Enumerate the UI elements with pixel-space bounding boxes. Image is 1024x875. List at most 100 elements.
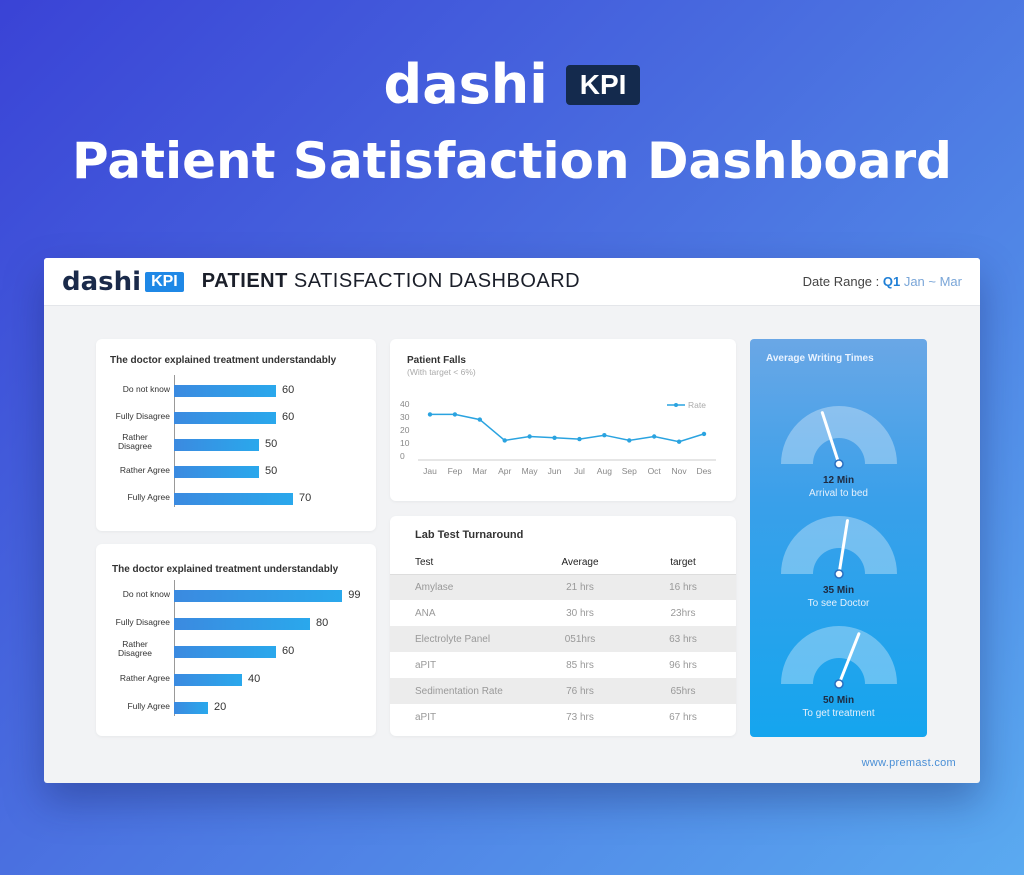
bar-panel-2-title: The doctor explained treatment understan…	[112, 564, 339, 575]
data-point	[651, 434, 657, 439]
y-tick-label: 10	[400, 438, 410, 448]
lab-header-target: target	[630, 552, 736, 575]
y-tick-label: 40	[400, 399, 410, 409]
y-tick-label: 20	[400, 425, 410, 435]
series-line-rate	[430, 413, 705, 443]
lab-cell-average: 30 hrs	[566, 607, 594, 619]
bar	[174, 439, 259, 451]
bar-value-label: 60	[282, 411, 295, 423]
bar-label: Fully Disagree	[115, 617, 170, 627]
data-point	[552, 435, 557, 440]
bar	[174, 385, 276, 397]
dashboard-logo-word: dashi	[62, 266, 142, 297]
dashboard-header: dashi KPI PATIENT SATISFACTION DASHBOARD…	[44, 258, 980, 306]
footer-url[interactable]: www.premast.com	[861, 757, 956, 769]
table-row: aPIT 73 hrs 67 hrs	[390, 704, 736, 730]
gauge-label: To get treatment	[802, 708, 875, 719]
lab-cell-average: 73 hrs	[566, 711, 594, 723]
table-row: ANA 30 hrs 23hrs	[390, 600, 736, 626]
data-point	[602, 433, 607, 438]
gauge-arc	[781, 626, 897, 684]
x-tick-label: Jun	[548, 466, 562, 476]
x-tick-label: Fep	[448, 466, 463, 476]
lab-cell-target: 67 hrs	[669, 711, 697, 723]
lab-cell-test: Amylase	[390, 574, 530, 600]
date-range[interactable]: Date Range : Q1 Jan ~ Mar	[803, 274, 962, 289]
gauge-hub	[834, 569, 844, 579]
bar	[174, 674, 242, 686]
bar-label: Fully Agree	[127, 492, 170, 502]
date-range-label: Date Range :	[802, 274, 883, 289]
data-point	[676, 439, 682, 444]
date-range-months: Jan ~ Mar	[900, 274, 962, 289]
gauge-1	[781, 406, 897, 469]
data-point	[477, 417, 483, 422]
bar	[174, 412, 276, 424]
table-row: Amylase 21 hrs 16 hrs	[390, 574, 736, 600]
x-tick-label: Jau	[423, 466, 437, 476]
lab-cell-target: 23hrs	[670, 607, 696, 619]
lab-header-average: Average	[530, 552, 630, 575]
bar-label: Rather Agree	[119, 465, 170, 475]
bar-value-label: 20	[214, 701, 227, 713]
gauge-arc	[781, 406, 897, 464]
hero-title: Patient Satisfaction Dashboard	[72, 132, 952, 190]
x-tick-label: Sep	[622, 466, 637, 476]
x-tick-label: Apr	[498, 466, 511, 476]
x-tick-label: Jul	[574, 466, 585, 476]
gauge-label: To see Doctor	[807, 598, 870, 609]
dashboard-logo: dashi KPI	[62, 267, 184, 297]
lab-cell-test: Electrolyte Panel	[390, 626, 530, 652]
data-point	[452, 412, 458, 417]
bar-panel-1: The doctor explained treatment understan…	[96, 339, 376, 531]
gauge-2	[781, 516, 897, 579]
bar-label: Rather Disagree	[117, 639, 153, 659]
data-point	[627, 438, 632, 443]
y-tick-label: 0	[400, 451, 405, 461]
lab-panel: Lab Test Turnaround Test Average target …	[390, 516, 736, 736]
patient-falls-subtitle: (With target < 6%)	[407, 367, 476, 377]
gauge-value: 35 Min	[822, 585, 855, 596]
bar	[174, 493, 293, 505]
date-range-quarter: Q1	[882, 274, 901, 289]
bar-value-label: 50	[265, 465, 278, 477]
bar-value-label: 99	[348, 589, 361, 601]
y-tick-label: 30	[400, 412, 410, 422]
lab-header-test: Test	[390, 552, 530, 575]
dashboard-title-bold: PATIENT	[201, 270, 288, 292]
dashboard-card: dashi KPI PATIENT SATISFACTION DASHBOARD…	[44, 258, 980, 783]
bar	[174, 590, 343, 602]
bar-label: Do not know	[122, 384, 170, 394]
legend-marker	[674, 403, 678, 407]
table-row: Sedimentation Rate 76 hrs 65hrs	[390, 678, 736, 704]
bar	[174, 618, 310, 630]
dashboard-title: PATIENT SATISFACTION DASHBOARD	[202, 270, 580, 293]
lab-cell-test: ANA	[415, 607, 436, 619]
data-point	[502, 438, 507, 443]
bar-panel-1-title: The doctor explained treatment understan…	[110, 355, 337, 366]
bar-label: Fully Agree	[127, 701, 170, 711]
patient-falls-panel: Patient Falls (With target < 6%) 0 10 20 30…	[390, 339, 736, 501]
dashboard-logo-badge: KPI	[145, 271, 184, 292]
x-tick-label: Nov	[672, 466, 688, 476]
data-point	[701, 431, 707, 437]
hero-logo: dashi KPI	[0, 55, 1024, 115]
gauge-arc	[781, 516, 897, 574]
x-tick-label: Des	[696, 466, 711, 476]
gauge-3	[781, 626, 897, 689]
x-tick-label: Mar	[472, 466, 487, 476]
lab-cell-test: aPIT	[415, 659, 437, 671]
x-tick-label: Oct	[648, 466, 662, 476]
bar-value-label: 60	[282, 645, 295, 657]
gauge-value: 50 Min	[822, 695, 855, 706]
gauge-label: Arrival to bed	[809, 488, 868, 499]
data-point	[427, 412, 433, 417]
gauge-value: 12 Min	[822, 475, 855, 486]
bar-panel-2: The doctor explained treatment understan…	[96, 544, 376, 736]
gauge-needle	[837, 519, 849, 576]
table-row: Electrolyte Panel 051hrs 63 hrs	[390, 626, 736, 652]
gauge-needle	[820, 411, 841, 466]
hero-logo-badge: KPI	[565, 65, 641, 105]
data-point	[577, 436, 582, 442]
bar	[174, 646, 276, 658]
